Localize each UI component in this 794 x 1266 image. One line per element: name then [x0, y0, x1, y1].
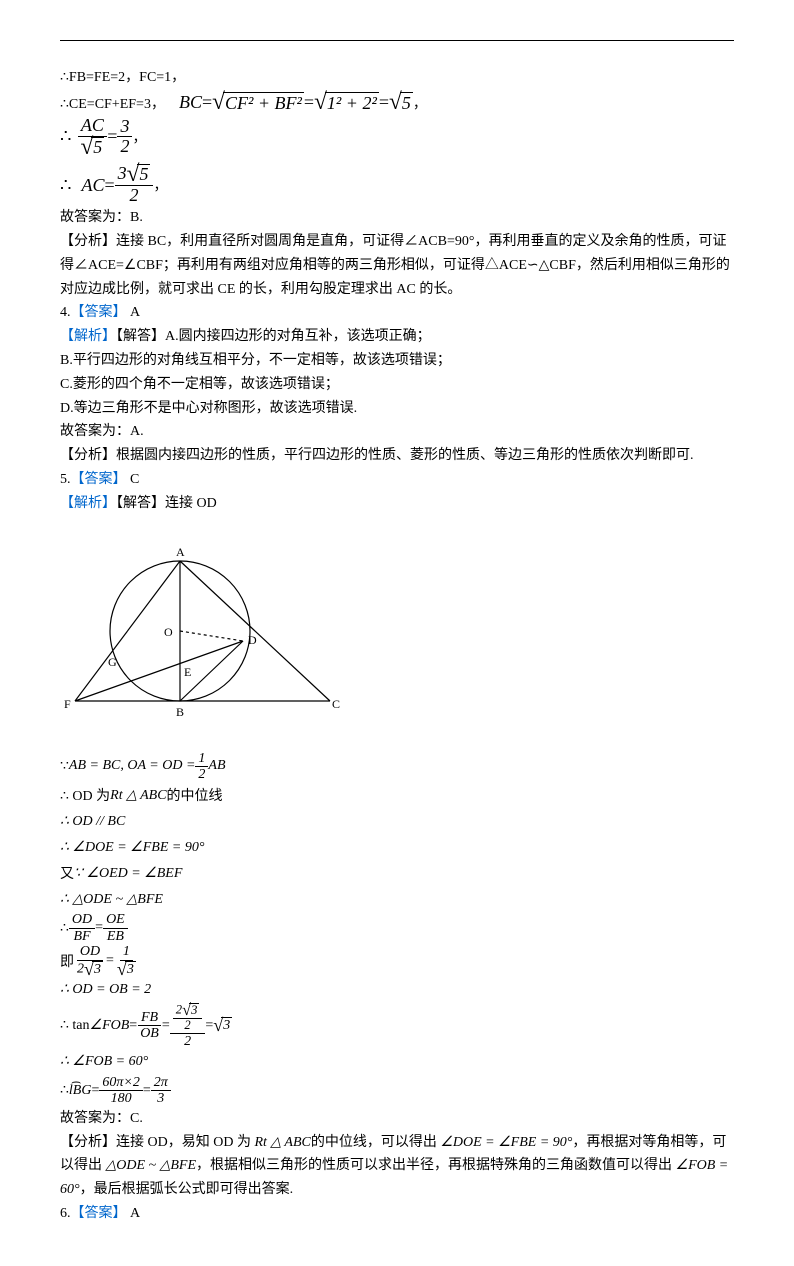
- fraction: 3 2: [117, 117, 132, 158]
- math-line: ∴ tan ∠FOB = FBOB = 2√32 2 = √3: [60, 1003, 734, 1049]
- therefore: ∴: [60, 126, 71, 147]
- question-header: 6.【答案】 A: [60, 1202, 734, 1226]
- label-a: A: [176, 545, 185, 559]
- sqrt: √5: [389, 92, 413, 114]
- math-line: ∴ l͡BG = 60π×2180 = 2π3: [60, 1075, 734, 1107]
- fraction: 12: [195, 751, 208, 783]
- eq: =: [202, 92, 212, 113]
- text-line: B.平行四边形的对角线互相平分，不一定相等，故该选项错误；: [60, 349, 734, 373]
- sqrt: √3: [213, 1017, 232, 1034]
- text-line: D.等边三角形不是中心对称图形，故该选项错误.: [60, 397, 734, 421]
- math-line: ∴ △ODE ~ △BFE: [60, 886, 734, 912]
- answer-label: 【答案】: [71, 472, 127, 487]
- circle-triangle-diagram: A B C D E F G O: [60, 526, 350, 736]
- math-line: ∴CE=CF+EF=3， BC = √CF² + BF² = √1² + 2² …: [60, 90, 734, 116]
- text-line: 【解析】【解答】A.圆内接四边形的对角互补，该选项正确；: [60, 325, 734, 349]
- therefore: ∴: [60, 175, 71, 196]
- label-o: O: [164, 625, 173, 639]
- math-line: ∴ OD = OB = 2: [60, 977, 734, 1003]
- page: ∴FB=FE=2，FC=1， ∴CE=CF+EF=3， BC = √CF² + …: [0, 0, 794, 1266]
- math-line: ∴ OD // BC: [60, 808, 734, 834]
- fraction: 3√5 2: [115, 164, 154, 206]
- math-line: ∴ OD 为 Rt △ ABC的中位线: [60, 782, 734, 808]
- math-line: ∴ AC = 3√5 2 ，: [60, 164, 734, 206]
- math-line: ∴ ∠DOE = ∠FBE = 90°: [60, 834, 734, 860]
- fraction: ODBF: [69, 912, 95, 944]
- fraction: 2π3: [151, 1075, 171, 1107]
- fraction: AC √5: [77, 116, 107, 158]
- label-b: B: [176, 705, 184, 719]
- fraction: OEEB: [103, 912, 128, 944]
- text: ∴CE=CF+EF=3，: [60, 93, 165, 113]
- label-d: D: [248, 633, 257, 647]
- math-line: ∵ AB = BC, OA = OD = 12 AB: [60, 751, 734, 783]
- question-header: 5.【答案】 C: [60, 468, 734, 492]
- text-line: ∴FB=FE=2，FC=1，: [60, 66, 734, 90]
- geometry-diagram: A B C D E F G O: [60, 526, 734, 741]
- answer-line: 故答案为：B.: [60, 206, 734, 230]
- label-f: F: [64, 697, 71, 711]
- analysis-text: 【分析】根据圆内接四边形的性质，平行四边形的性质、菱形的性质、等边三角形的性质依…: [60, 444, 734, 468]
- answer-label: 【答案】: [71, 1206, 127, 1221]
- sqrt: √1² + 2²: [314, 92, 379, 114]
- jiexi-label: 【解析】: [60, 496, 116, 511]
- math-line: ∴ ODBF = OEEB: [60, 912, 734, 944]
- fraction: 1 √3: [114, 944, 139, 977]
- label-c: C: [332, 697, 340, 711]
- jiexi-label: 【解析】: [60, 329, 116, 344]
- math-line: 又 ∵ ∠OED = ∠BEF: [60, 860, 734, 886]
- text-line: C.菱形的四个角不一定相等，故该选项错误；: [60, 373, 734, 397]
- math-line: ∴ ∠FOB = 60°: [60, 1049, 734, 1075]
- fraction: FBOB: [137, 1010, 162, 1042]
- answer-label: 【答案】: [71, 305, 127, 320]
- sqrt: √CF² + BF²: [212, 92, 304, 114]
- answer-line: 故答案为：A.: [60, 420, 734, 444]
- fraction: 2√32 2: [170, 1003, 206, 1049]
- analysis-text: 【分析】连接 BC，利用直径所对圆周角是直角，可证得∠ACB=90°，再利用垂直…: [60, 230, 734, 301]
- label-e: E: [184, 665, 191, 679]
- analysis-text: 【分析】连接 OD，易知 OD 为 Rt △ ABC的中位线，可以得出 ∠DOE…: [60, 1131, 734, 1202]
- label-g: G: [108, 655, 117, 669]
- question-header: 4.【答案】 A: [60, 301, 734, 325]
- fraction: OD 2√3: [74, 944, 106, 977]
- math-line: 即 OD 2√3 = 1 √3: [60, 944, 734, 977]
- fraction: 60π×2180: [99, 1075, 142, 1107]
- text-line: 【解析】【解答】连接 OD: [60, 492, 734, 516]
- math-line: ∴ AC √5 = 3 2 ，: [60, 116, 734, 158]
- answer-line: 故答案为：C.: [60, 1107, 734, 1131]
- bc: BC: [179, 92, 202, 113]
- top-rule: [60, 40, 734, 41]
